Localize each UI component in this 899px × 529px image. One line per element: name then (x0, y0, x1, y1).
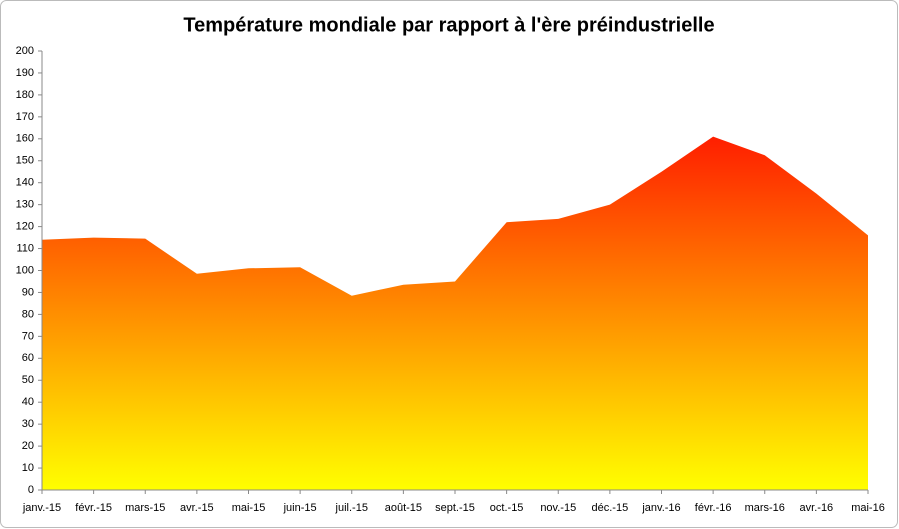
y-tick-label: 150 (16, 155, 34, 167)
x-tick-label: mai-16 (851, 502, 885, 514)
y-tick-label: 100 (16, 264, 34, 276)
area (42, 136, 868, 491)
y-tick-label: 30 (22, 418, 34, 430)
x-tick-label: avr.-16 (800, 502, 834, 514)
y-tick-label: 120 (16, 221, 34, 233)
x-tick-label: oct.-15 (490, 502, 524, 514)
x-tick-label: févr.-16 (695, 502, 732, 514)
y-tick-label: 20 (22, 440, 34, 452)
x-tick-label: mai-15 (232, 502, 266, 514)
y-tick-label: 140 (16, 177, 34, 189)
x-tick-label: sept.-15 (435, 502, 475, 514)
y-tick-label: 50 (22, 374, 34, 386)
y-tick-label: 60 (22, 352, 34, 364)
y-tick-label: 70 (22, 330, 34, 342)
x-tick-label: juil.-15 (335, 502, 368, 514)
y-tick-label: 110 (16, 242, 34, 254)
y-tick-label: 10 (22, 462, 34, 474)
chart-title: Température mondiale par rapport à l'ère… (183, 14, 714, 36)
x-tick-label: août-15 (385, 502, 422, 514)
x-tick-label: juin-15 (283, 502, 317, 514)
x-tick-label: nov.-15 (540, 502, 576, 514)
y-tick-label: 190 (16, 67, 34, 79)
x-tick-label: déc.-15 (592, 502, 629, 514)
y-tick-label: 0 (28, 484, 34, 496)
y-tick-label: 90 (22, 286, 34, 298)
y-tick-label: 40 (22, 396, 34, 408)
x-tick-label: janv.-15 (22, 502, 61, 514)
y-tick-label: 200 (16, 45, 34, 57)
x-tick-label: févr.-15 (75, 502, 112, 514)
x-tick-label: avr.-15 (180, 502, 214, 514)
y-tick-label: 130 (16, 199, 34, 211)
y-tick-label: 180 (16, 89, 34, 101)
y-tick-label: 160 (16, 133, 34, 145)
x-tick-label: janv.-16 (641, 502, 680, 514)
y-tick-label: 170 (16, 111, 34, 123)
y-tick-label: 80 (22, 308, 34, 320)
x-tick-label: mars-15 (125, 502, 165, 514)
x-tick-label: mars-16 (745, 502, 785, 514)
